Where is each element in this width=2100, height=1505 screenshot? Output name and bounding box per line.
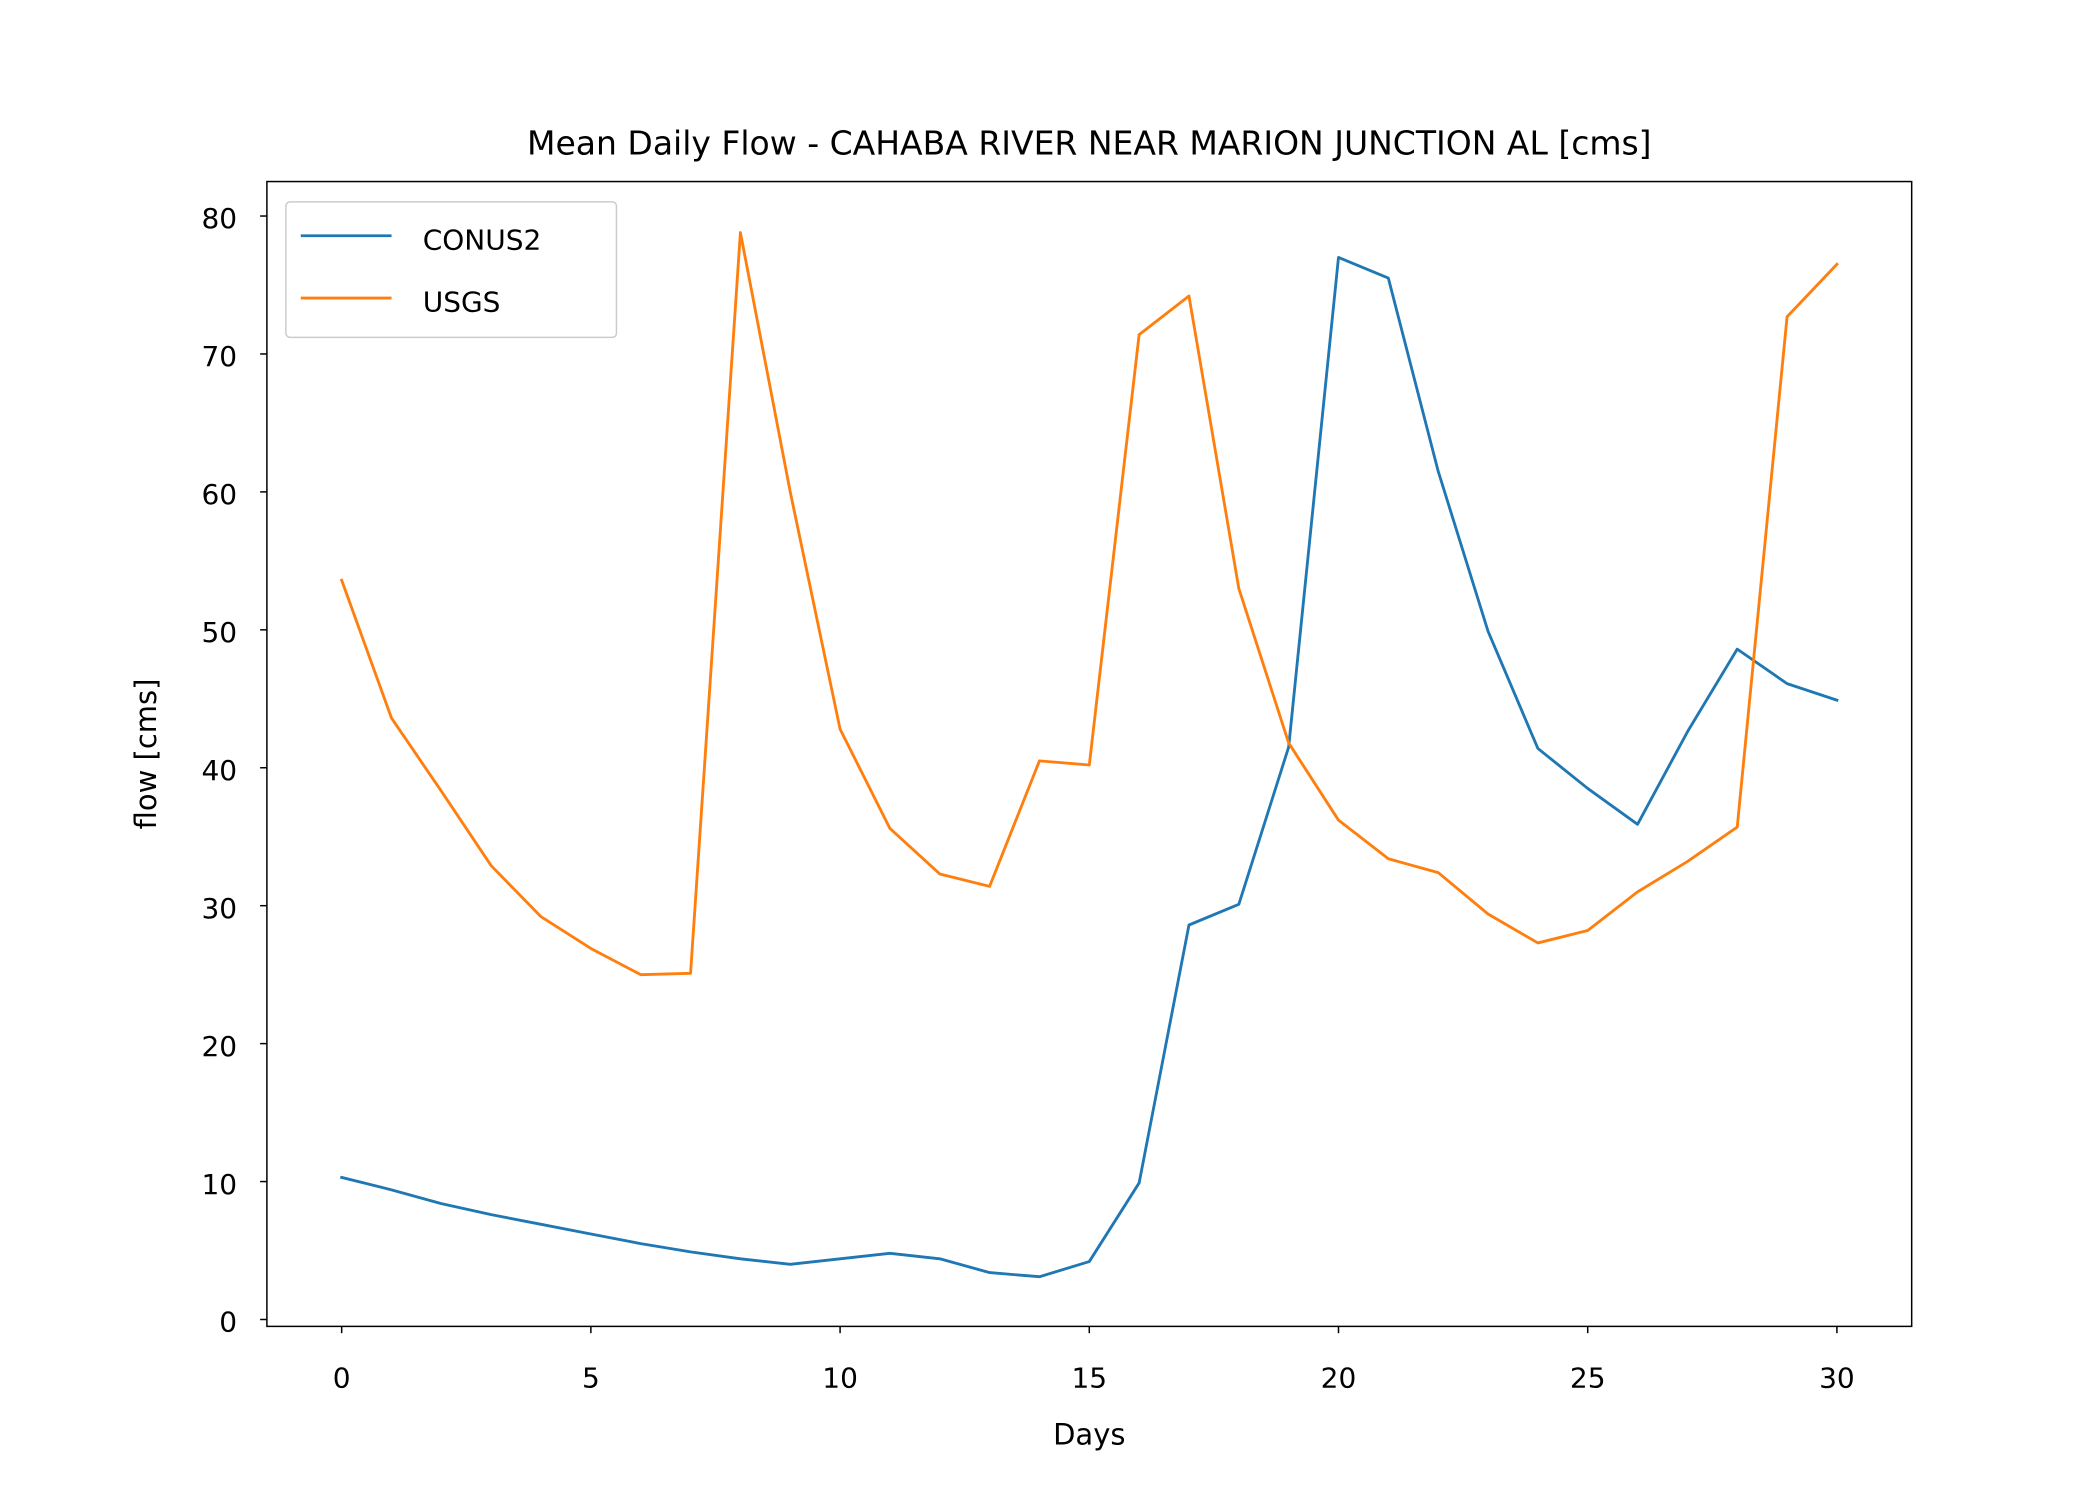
y-tick-label: 10	[201, 1168, 237, 1201]
x-axis-label: Days	[1053, 1417, 1125, 1451]
y-axis-label: flow [cms]	[129, 679, 163, 830]
y-tick-label: 20	[201, 1030, 237, 1063]
chart-title: Mean Daily Flow - CAHABA RIVER NEAR MARI…	[527, 123, 1652, 162]
legend: CONUS2 USGS	[286, 202, 617, 337]
y-tick-label: 70	[201, 340, 237, 373]
x-tick-label: 30	[1819, 1361, 1855, 1394]
legend-label-conus2: CONUS2	[423, 223, 542, 256]
y-tick-label: 50	[201, 616, 237, 649]
y-tick-label: 60	[201, 478, 237, 511]
x-tick-label: 0	[333, 1361, 351, 1394]
y-tick-label: 0	[219, 1306, 237, 1339]
x-tick-label: 15	[1071, 1361, 1107, 1394]
x-tick-label: 5	[582, 1361, 600, 1394]
legend-label-usgs: USGS	[423, 286, 501, 319]
y-tick-label: 30	[201, 892, 237, 925]
x-tick-label: 25	[1570, 1361, 1606, 1394]
y-tick-label: 80	[201, 202, 237, 235]
x-tick-label: 10	[822, 1361, 858, 1394]
y-tick-label: 40	[201, 754, 237, 787]
x-tick-label: 20	[1321, 1361, 1357, 1394]
